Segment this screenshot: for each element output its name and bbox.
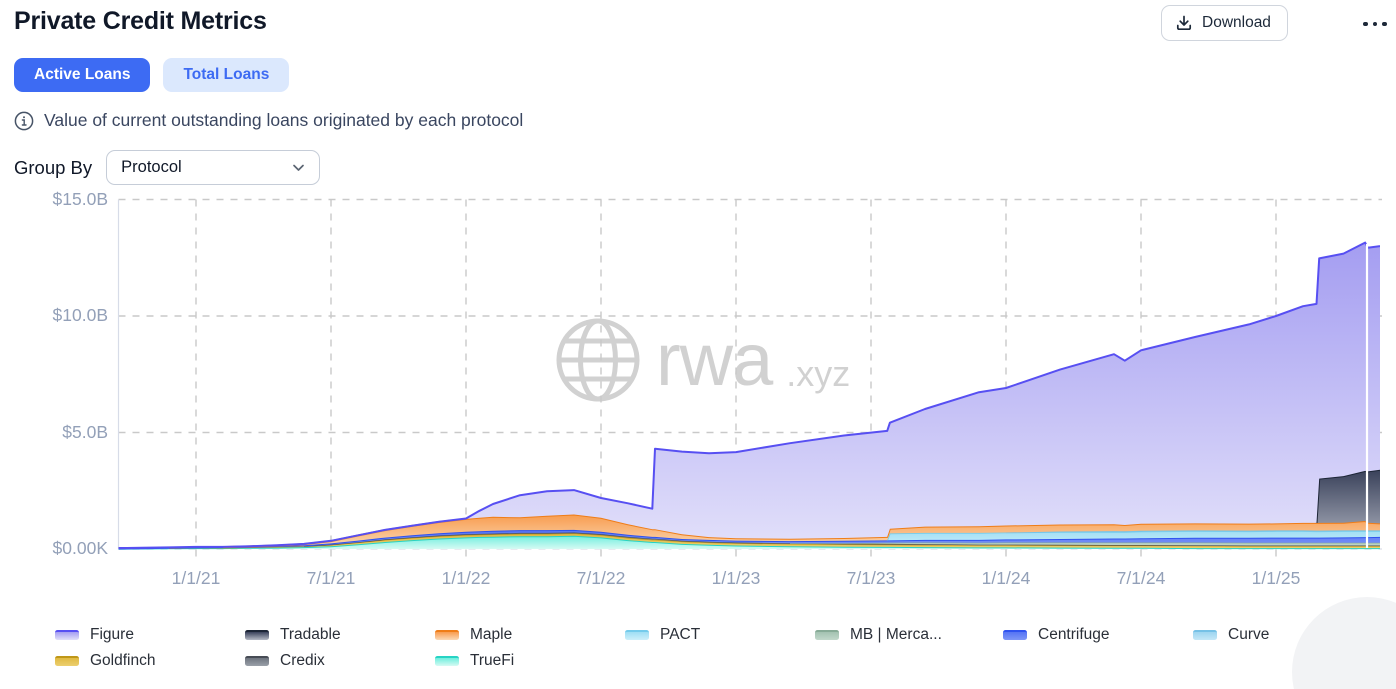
maple-swatch-icon (435, 630, 459, 640)
info-icon (14, 111, 34, 131)
x-tick-label: 7/1/24 (1116, 568, 1166, 588)
line-PACT (886, 530, 1380, 541)
ellipsis-icon (1382, 21, 1387, 27)
legend-label: TrueFi (470, 652, 515, 669)
rwa-xyz-watermark: rwa .xyz (554, 316, 850, 404)
curve-swatch-icon (1193, 630, 1217, 640)
x-tick-label: 7/1/22 (576, 568, 626, 588)
y-tick-label: $5.0B (62, 421, 108, 442)
legend-item-mb-merca[interactable]: MB | Merca... (815, 626, 1003, 644)
ellipsis-icon (1363, 21, 1368, 27)
more-options-button[interactable] (1356, 12, 1394, 36)
group-by-selected-value: Protocol (121, 158, 182, 176)
chevron-down-icon (290, 159, 307, 176)
legend-item-centrifuge[interactable]: Centrifuge (1003, 626, 1193, 644)
y-tick-label: $10.0B (52, 305, 108, 325)
credix-swatch-icon (245, 656, 269, 666)
watermark-tld: .xyz (786, 353, 851, 394)
legend-item-pact[interactable]: PACT (625, 626, 815, 644)
legend-item-goldfinch[interactable]: Goldfinch (55, 652, 245, 670)
legend-label: Tradable (280, 626, 341, 643)
line-Goldfinch (168, 532, 1380, 549)
centrifuge-swatch-icon (1003, 630, 1027, 640)
pact-swatch-icon (625, 630, 649, 640)
y-tick-label: $15.0B (52, 188, 108, 209)
legend-label: Centrifuge (1038, 626, 1110, 643)
ellipsis-icon (1372, 21, 1378, 27)
mb-merca-swatch-icon (815, 630, 839, 640)
legend-label: Figure (90, 626, 134, 643)
line-Maple (222, 513, 1380, 549)
line-Centrifuge (118, 528, 1380, 550)
x-tick-label: 1/1/25 (1251, 568, 1301, 588)
legend-item-truefi[interactable]: TrueFi (435, 652, 625, 670)
watermark-brand: rwa (656, 318, 773, 401)
tab-active-loans[interactable]: Active Loans (14, 58, 151, 92)
group-by-row: Group By Protocol (14, 150, 321, 185)
line-Curve (1005, 529, 1380, 534)
line-Credix (303, 531, 1380, 547)
legend-item-maple[interactable]: Maple (435, 626, 625, 644)
chart-description-text: Value of current outstanding loans origi… (44, 110, 524, 130)
x-tick-label: 7/1/23 (846, 568, 896, 588)
line-Tradable (1315, 468, 1380, 523)
tab-total-loans[interactable]: Total Loans (163, 58, 290, 92)
download-button[interactable]: Download (1161, 5, 1288, 41)
goldfinch-swatch-icon (55, 656, 79, 666)
line-TrueFi (118, 534, 1380, 550)
x-tick-label: 1/1/23 (711, 568, 761, 588)
legend-label: PACT (660, 626, 701, 643)
figure-swatch-icon (55, 630, 79, 640)
area-TrueFi (118, 535, 1380, 549)
legend-label: Credix (280, 652, 325, 669)
legend-label: Maple (470, 626, 513, 643)
area-Goldfinch (118, 533, 1380, 549)
area-Tradable (118, 469, 1380, 549)
area-PACT (118, 529, 1380, 549)
area-Curve (118, 529, 1380, 549)
legend-item-tradable[interactable]: Tradable (245, 626, 435, 644)
chart-description-row: Value of current outstanding loans origi… (14, 110, 523, 131)
area-Maple (118, 514, 1380, 549)
globe-icon (554, 316, 642, 404)
chart-legend: Figure Tradable Maple PACT MB | Merca... Cent… (55, 626, 1333, 670)
legend-item-figure[interactable]: Figure (55, 626, 245, 644)
legend-label: Curve (1228, 626, 1270, 643)
legend-label: MB | Merca... (850, 626, 942, 643)
y-tick-label: $0.00K (52, 538, 108, 558)
tradable-swatch-icon (245, 630, 269, 640)
x-tick-label: 1/1/22 (441, 568, 491, 588)
page-title: Private Credit Metrics (14, 7, 267, 35)
area-MB | Merca... (118, 532, 1380, 549)
legend-item-curve[interactable]: Curve (1193, 626, 1333, 644)
x-tick-label: 1/1/24 (981, 568, 1031, 588)
legend-label: Goldfinch (90, 652, 156, 669)
truefi-swatch-icon (435, 656, 459, 666)
group-by-label: Group By (14, 156, 93, 178)
stacked-area-chart (117, 198, 1382, 562)
download-icon (1175, 14, 1193, 32)
legend-item-credix[interactable]: Credix (245, 652, 435, 670)
download-button-label: Download (1202, 14, 1271, 31)
x-tick-label: 7/1/21 (306, 568, 356, 588)
area-Centrifuge (118, 529, 1380, 549)
group-by-select[interactable]: Protocol (106, 150, 321, 185)
line-MB | Merca... (790, 541, 1380, 544)
loans-tab-group: Active Loans Total Loans (14, 58, 290, 92)
x-tick-label: 1/1/21 (171, 568, 221, 588)
area-Credix (118, 532, 1380, 549)
